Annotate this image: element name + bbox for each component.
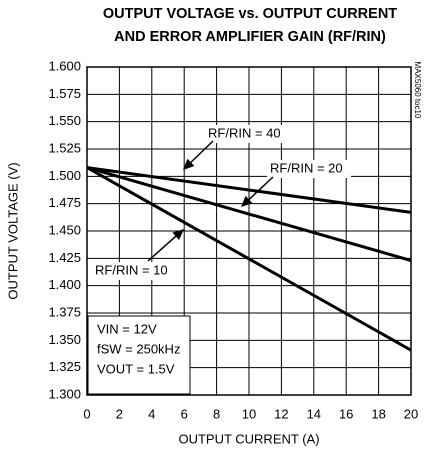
plot-frame [86, 66, 412, 396]
y-tick-label: 1.600 [48, 58, 81, 73]
y-tick-label: 1.550 [48, 113, 81, 128]
y-tick-label: 1.475 [48, 195, 81, 210]
arrow-head [241, 195, 253, 207]
x-tick-label: 12 [274, 406, 288, 421]
y-tick-label: 1.575 [48, 86, 81, 101]
label-bg [92, 262, 176, 280]
x-tick-label: 8 [213, 406, 220, 421]
x-tick-label: 2 [116, 406, 123, 421]
annotation: fSW = 250kHz [97, 341, 180, 356]
x-tick-label: 6 [181, 406, 188, 421]
arrow-head [183, 158, 195, 170]
y-tick-label: 1.375 [48, 304, 81, 319]
y-axis-label: OUTPUT VOLTAGE (V) [5, 162, 20, 299]
y-tick-label: 1.300 [48, 386, 81, 401]
annotation: VIN = 12V [97, 321, 157, 336]
x-axis-label: OUTPUT CURRENT (A) [178, 431, 319, 446]
y-tick-label: 1.325 [48, 359, 81, 374]
x-tick-label: 14 [307, 406, 321, 421]
x-tick-label: 20 [404, 406, 418, 421]
annotation: VOUT = 1.5V [97, 361, 175, 376]
label-bg [267, 160, 351, 178]
y-tick-label: 1.425 [48, 250, 81, 265]
x-tick-label: 16 [339, 406, 353, 421]
y-tick-label: 1.450 [48, 222, 81, 237]
y-tick-label: 1.500 [48, 168, 81, 183]
annotation-box [87, 315, 191, 395]
x-tick-label: 0 [83, 406, 90, 421]
x-tick-label: 18 [371, 406, 385, 421]
series-label: RF/RIN = 20 [270, 160, 343, 175]
series-label: RF/RIN = 40 [208, 125, 281, 140]
leader-line [188, 140, 214, 165]
chart-title: OUTPUT VOLTAGE vs. OUTPUT CURRENT [103, 6, 397, 22]
watermark: MAX5060 toc10 [413, 62, 422, 119]
x-tick-label: 4 [148, 406, 155, 421]
series-line [86, 166, 412, 352]
y-tick-label: 1.350 [48, 332, 81, 347]
series-line [86, 166, 412, 262]
series-line [86, 166, 412, 214]
chart-subtitle: AND ERROR AMPLIFIER GAIN (RF/RIN) [114, 29, 386, 45]
y-tick-label: 1.400 [48, 277, 81, 292]
leader-line [246, 176, 274, 202]
series-label: RF/RIN = 10 [95, 262, 168, 277]
y-tick-label: 1.525 [48, 140, 81, 155]
leader-line [147, 234, 178, 262]
label-bg [205, 125, 289, 143]
x-tick-label: 10 [242, 406, 256, 421]
arrow-head [172, 229, 184, 241]
